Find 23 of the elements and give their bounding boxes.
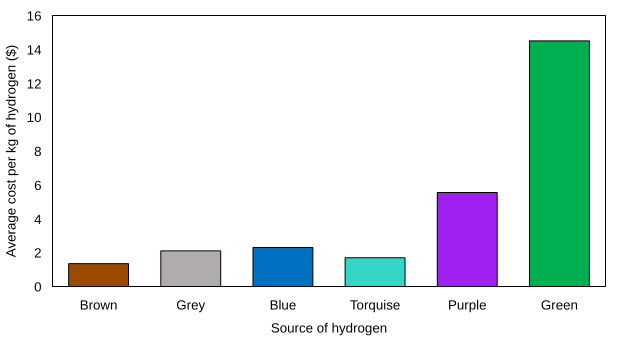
bar: [436, 192, 498, 286]
x-tick-label: Grey: [176, 298, 206, 312]
bar: [160, 250, 222, 286]
y-tick-label: 10: [26, 110, 42, 126]
y-axis-title: Average cost per kg of hydrogen ($): [4, 44, 19, 258]
y-tick-label: 12: [26, 76, 42, 92]
x-tick-label: Brown: [80, 298, 118, 312]
y-tick-label: 0: [34, 280, 42, 294]
y-tick-label: 2: [34, 246, 42, 261]
x-axis-title: Source of hydrogen: [270, 320, 388, 336]
bar: [528, 40, 590, 286]
y-tick-label: 14: [26, 42, 42, 58]
bar: [344, 257, 406, 286]
x-tick-label: Torquise: [350, 298, 400, 312]
y-tick-label: 8: [34, 144, 42, 159]
y-tick-label: 6: [34, 178, 42, 193]
x-tick-label: Purple: [448, 298, 487, 312]
x-tick-label: Green: [540, 298, 578, 312]
y-tick-label: 16: [26, 8, 42, 24]
bar: [252, 247, 314, 286]
y-tick-label: 4: [34, 212, 42, 227]
bar: [68, 263, 130, 286]
x-tick-label: Blue: [270, 298, 296, 312]
